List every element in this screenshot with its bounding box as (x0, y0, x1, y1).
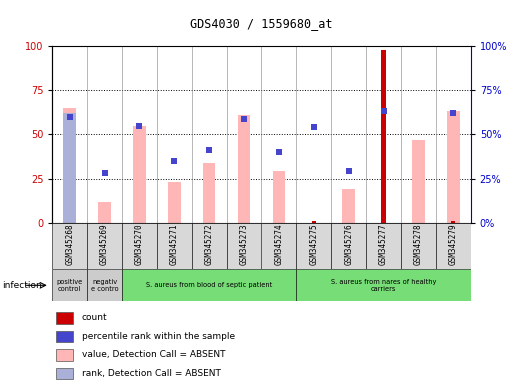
Text: GSM345270: GSM345270 (135, 223, 144, 265)
Text: count: count (82, 313, 107, 323)
Text: percentile rank within the sample: percentile rank within the sample (82, 332, 235, 341)
Bar (238, 115, 251, 223)
Text: GSM345268: GSM345268 (65, 223, 74, 265)
Text: GSM345269: GSM345269 (100, 223, 109, 265)
Bar (272, 172, 285, 223)
Bar (122, 223, 157, 269)
Text: GSM345277: GSM345277 (379, 223, 388, 265)
Text: negativ
e contro: negativ e contro (91, 279, 118, 291)
Text: GSM345279: GSM345279 (449, 223, 458, 265)
Text: GSM345274: GSM345274 (275, 223, 283, 265)
Text: GSM345278: GSM345278 (414, 223, 423, 265)
Text: GSM345271: GSM345271 (170, 223, 179, 265)
Bar (52, 223, 87, 269)
Text: GSM345276: GSM345276 (344, 223, 353, 265)
Bar (63, 113, 76, 223)
Bar (168, 182, 180, 223)
Text: GSM345275: GSM345275 (309, 223, 319, 265)
Bar (87, 269, 122, 301)
Bar (312, 221, 316, 223)
Bar (56, 368, 73, 379)
Bar (133, 126, 146, 223)
Bar (451, 221, 456, 223)
Text: rank, Detection Call = ABSENT: rank, Detection Call = ABSENT (82, 369, 221, 378)
Bar (401, 223, 436, 269)
Text: S. aureus from blood of septic patient: S. aureus from blood of septic patient (146, 282, 272, 288)
Bar (262, 223, 297, 269)
Bar (192, 223, 226, 269)
Text: positive
control: positive control (56, 279, 83, 291)
Text: S. aureus from nares of healthy
carriers: S. aureus from nares of healthy carriers (331, 279, 436, 291)
Bar (381, 50, 386, 223)
Text: GSM345273: GSM345273 (240, 223, 248, 265)
Bar (122, 269, 297, 301)
Bar (366, 223, 401, 269)
Bar (157, 223, 192, 269)
Bar (98, 202, 111, 223)
Bar (297, 269, 471, 301)
Bar (87, 223, 122, 269)
Bar (412, 140, 425, 223)
Bar (56, 312, 73, 323)
Bar (343, 189, 355, 223)
Bar (226, 223, 262, 269)
Text: GSM345272: GSM345272 (204, 223, 214, 265)
Bar (52, 269, 87, 301)
Text: value, Detection Call = ABSENT: value, Detection Call = ABSENT (82, 351, 225, 359)
Bar (447, 111, 460, 223)
Bar (56, 331, 73, 342)
Text: infection: infection (3, 281, 42, 290)
Bar (63, 108, 76, 223)
Bar (331, 223, 366, 269)
Text: GDS4030 / 1559680_at: GDS4030 / 1559680_at (190, 17, 333, 30)
Bar (297, 223, 331, 269)
Bar (203, 163, 215, 223)
Bar (436, 223, 471, 269)
Bar (56, 349, 73, 361)
